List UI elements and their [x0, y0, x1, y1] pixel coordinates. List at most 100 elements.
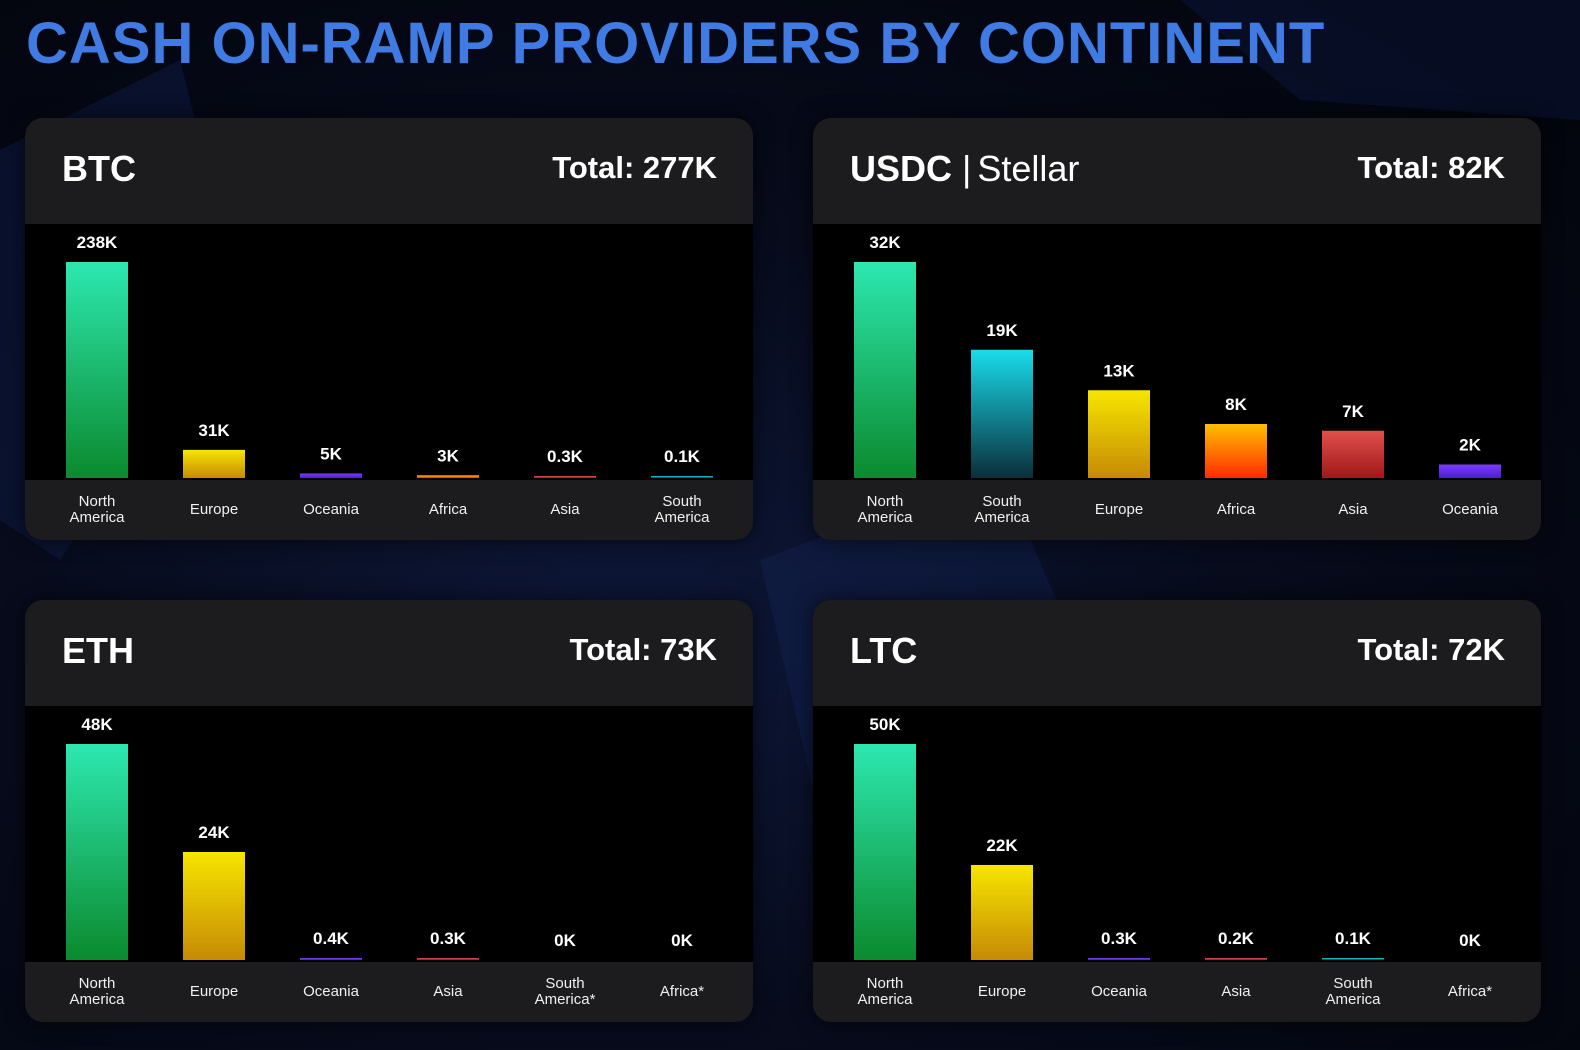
bar [1205, 424, 1267, 478]
bar-value-label: 0.3K [547, 447, 584, 466]
bar-value-label: 3K [437, 446, 459, 465]
coin-name: ETH [62, 630, 134, 672]
bar [66, 262, 128, 478]
bar-value-label: 238K [77, 233, 118, 252]
category-label: North America [857, 493, 913, 526]
category-label: South America [974, 493, 1030, 526]
bar-value-label: 0K [1459, 931, 1481, 950]
total-label: Total: 82K [1357, 150, 1505, 185]
category-axis: North America Europe Oceania Asia South Americ… [25, 962, 753, 1022]
page-title: CASH ON-RAMP PROVIDERS BY CONTINENT [26, 11, 1326, 76]
bar-value-label: 50K [869, 715, 901, 734]
bar-value-label: 0.3K [430, 929, 467, 948]
coin-name: LTC [850, 630, 917, 672]
bar [1088, 958, 1150, 960]
category-label: Asia [433, 983, 463, 1000]
category-label: Africa [1216, 501, 1256, 518]
category-label: Asia [550, 501, 580, 518]
category-label: South America [654, 493, 710, 526]
bar-value-label: 48K [81, 715, 113, 734]
category-label: Europe [189, 983, 239, 1000]
category-label: Africa [428, 501, 468, 518]
total-label: Total: 73K [569, 632, 717, 667]
bar [417, 475, 479, 478]
coin-network: Stellar [977, 148, 1080, 189]
category-label: Oceania [303, 983, 359, 1000]
bar-value-label: 5K [320, 444, 342, 463]
bar-value-label: 0K [671, 931, 693, 950]
category-label: Asia [1221, 983, 1251, 1000]
bar [66, 744, 128, 960]
bar [1322, 430, 1384, 478]
bar-value-label: 8K [1225, 395, 1247, 414]
category-label: Asia [1338, 501, 1368, 518]
bar-chart-svg: 238K 31K 5K 3K 0.3K 0.1K [66, 233, 713, 478]
coin-name: USDC | Stellar [850, 148, 1079, 190]
bar [1205, 958, 1267, 960]
category-label: South America [1325, 975, 1381, 1008]
bar-plot: 238K 31K 5K 3K 0.3K 0.1K [25, 224, 753, 480]
panel-header: ETH Total: 73K [25, 600, 753, 706]
coin-name: BTC [62, 148, 136, 190]
bar-value-label: 2K [1459, 436, 1481, 455]
bar [1439, 464, 1501, 478]
coin-separator: | [962, 148, 972, 189]
bar-value-label: 0.1K [664, 447, 701, 466]
bar-value-label: 32K [869, 233, 901, 252]
usdc-panel: USDC | Stellar Total: 82K 32K 19K 13K 8K 7K 2K … [813, 118, 1541, 540]
category-label: North America [69, 975, 125, 1008]
coin-symbol: BTC [62, 148, 136, 189]
bar [1088, 390, 1150, 478]
ltc-panel: LTC Total: 72K 50K 22K 0.3K 0.2K 0.1K 0K Nort… [813, 600, 1541, 1022]
category-axis: North America South America Europe Africa Asia… [813, 480, 1541, 540]
coin-symbol: ETH [62, 630, 134, 671]
bar-chart-svg: 32K 19K 13K 8K 7K 2K [854, 233, 1501, 478]
category-label: South America* [534, 975, 596, 1008]
bar-value-label: 7K [1342, 402, 1364, 421]
coin-symbol: USDC [850, 148, 953, 189]
bar-value-label: 19K [986, 321, 1018, 340]
bar-value-label: 24K [198, 823, 230, 842]
btc-panel: BTC Total: 277K 238K 31K 5K 3K 0.3K 0.1K Nort… [25, 118, 753, 540]
category-label: Europe [189, 501, 239, 518]
bar [971, 864, 1033, 960]
bar-plot: 32K 19K 13K 8K 7K 2K [813, 224, 1541, 480]
bar-value-label: 22K [986, 836, 1018, 855]
category-label: North America [857, 975, 913, 1008]
bar-plot: 50K 22K 0.3K 0.2K 0.1K 0K [813, 706, 1541, 962]
panel-header: USDC | Stellar Total: 82K [813, 118, 1541, 224]
bar-value-label: 13K [1103, 361, 1135, 380]
category-label: Africa* [1447, 983, 1493, 1000]
category-label: Oceania [1442, 501, 1498, 518]
bar [534, 476, 596, 478]
bar-chart-svg: 50K 22K 0.3K 0.2K 0.1K 0K [854, 715, 1482, 960]
category-label: Africa* [659, 983, 705, 1000]
category-axis: North America Europe Oceania Asia South Americ… [813, 962, 1541, 1022]
bar [300, 958, 362, 960]
bar [971, 349, 1033, 478]
total-label: Total: 277K [552, 150, 717, 185]
bar-value-label: 0.4K [313, 929, 350, 948]
panel-header: BTC Total: 277K [25, 118, 753, 224]
category-label: North America [69, 493, 125, 526]
bar-plot: 48K 24K 0.4K 0.3K 0K 0K [25, 706, 753, 962]
bar [651, 476, 713, 478]
bar [300, 473, 362, 478]
total-label: Total: 72K [1357, 632, 1505, 667]
category-label: Europe [977, 983, 1027, 1000]
bar-value-label: 31K [198, 421, 230, 440]
eth-panel: ETH Total: 73K 48K 24K 0.4K 0.3K 0K 0K North A… [25, 600, 753, 1022]
bar [854, 262, 916, 478]
panel-header: LTC Total: 72K [813, 600, 1541, 706]
bar [183, 852, 245, 960]
bar-value-label: 0K [554, 931, 576, 950]
category-label: Oceania [1091, 983, 1147, 1000]
bar [1322, 958, 1384, 960]
category-axis: North America Europe Oceania Africa Asia South… [25, 480, 753, 540]
bar-chart-svg: 48K 24K 0.4K 0.3K 0K 0K [66, 715, 694, 960]
bar [854, 744, 916, 960]
bar-value-label: 0.2K [1218, 929, 1255, 948]
category-label: Europe [1094, 501, 1144, 518]
bar [417, 958, 479, 960]
bar-value-label: 0.1K [1335, 929, 1372, 948]
